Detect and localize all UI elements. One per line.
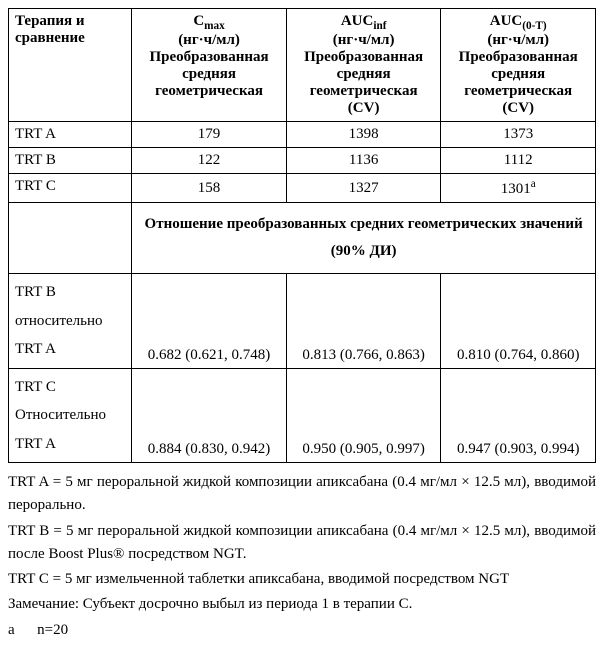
note-trt-c: TRT C = 5 мг измельченной таблетки апикс… <box>8 568 596 591</box>
row-label: TRT B <box>9 148 132 174</box>
ratio-header-row: Отношение преобразованных средних геомет… <box>9 203 596 274</box>
cmax-metric: Преобразованная средняя геометрическая <box>138 49 280 100</box>
note-trt-a: TRT A = 5 мг пероральной жидкой композиц… <box>8 471 596 518</box>
table-row: TRT C Относительно TRT A 0.884 (0.830, 0… <box>9 368 596 463</box>
cell-aucinf: 0.813 (0.766, 0.863) <box>286 274 441 369</box>
cell-aucinf: 1136 <box>286 148 441 174</box>
cell-aucinf: 1327 <box>286 174 441 203</box>
notes-block: TRT A = 5 мг пероральной жидкой композиц… <box>8 471 596 642</box>
cell-cmax: 122 <box>132 148 287 174</box>
row-label: TRT C Относительно TRT A <box>9 368 132 463</box>
row-label: TRT C <box>9 174 132 203</box>
cmax-unit: (нг·ч/мл) <box>138 32 280 49</box>
note-a-n20: a n=20 <box>8 619 596 642</box>
cell-auc0t: 1373 <box>441 122 596 148</box>
table-row: TRT B относительно TRT A 0.682 (0.621, 0… <box>9 274 596 369</box>
aucinf-unit: (нг·ч/мл) <box>293 32 435 49</box>
col-cmax: Cmax (нг·ч/мл) Преобразованная средняя г… <box>132 9 287 122</box>
col-therapy: Терапия и сравнение <box>9 9 132 122</box>
cell-cmax: 0.682 (0.621, 0.748) <box>132 274 287 369</box>
cell-aucinf: 0.950 (0.905, 0.997) <box>286 368 441 463</box>
note-trt-b: TRT B = 5 мг пероральной жидкой композиц… <box>8 520 596 567</box>
pk-table: Терапия и сравнение Cmax (нг·ч/мл) Преоб… <box>8 8 596 463</box>
aucinf-metric: Преобразованная средняя геометрическая (… <box>293 49 435 117</box>
table-header-row: Терапия и сравнение Cmax (нг·ч/мл) Преоб… <box>9 9 596 122</box>
cell-cmax: 179 <box>132 122 287 148</box>
table-row: TRT B 122 1136 1112 <box>9 148 596 174</box>
auc0t-metric: Преобразованная средняя геометрическая (… <box>447 49 589 117</box>
table-row: TRT A 179 1398 1373 <box>9 122 596 148</box>
col-aucinf: AUCinf (нг·ч/мл) Преобразованная средняя… <box>286 9 441 122</box>
row-label: TRT B относительно TRT A <box>9 274 132 369</box>
cell-aucinf: 1398 <box>286 122 441 148</box>
auc0t-symbol: AUC(0-T) <box>490 13 547 29</box>
cell-auc0t: 0.947 (0.903, 0.994) <box>441 368 596 463</box>
cmax-symbol: Cmax <box>193 13 224 29</box>
auc0t-unit: (нг·ч/мл) <box>447 32 589 49</box>
note-remark: Замечание: Субъект досрочно выбыл из пер… <box>8 593 596 616</box>
col-auc0t: AUC(0-T) (нг·ч/мл) Преобразованная средн… <box>441 9 596 122</box>
cell-auc0t: 1301a <box>441 174 596 203</box>
cell-cmax: 0.884 (0.830, 0.942) <box>132 368 287 463</box>
ratio-header: Отношение преобразованных средних геомет… <box>132 203 596 274</box>
ratio-header-blank <box>9 203 132 274</box>
row-label: TRT A <box>9 122 132 148</box>
cell-cmax: 158 <box>132 174 287 203</box>
table-row: TRT C 158 1327 1301a <box>9 174 596 203</box>
aucinf-symbol: AUCinf <box>341 13 387 29</box>
cell-auc0t: 1112 <box>441 148 596 174</box>
cell-auc0t: 0.810 (0.764, 0.860) <box>441 274 596 369</box>
